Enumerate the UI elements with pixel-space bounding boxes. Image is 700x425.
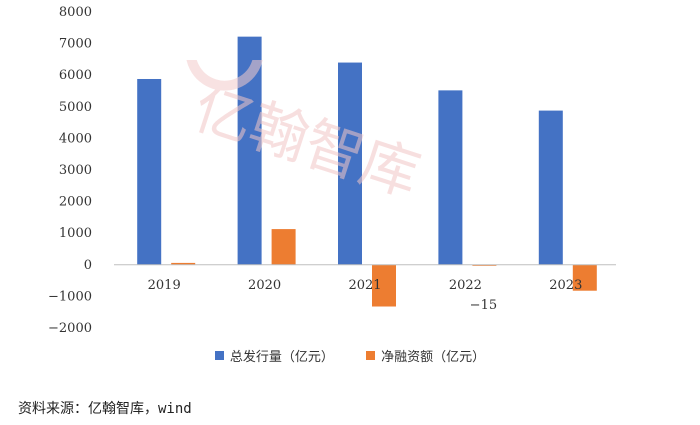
bar-total-issuance [338,62,362,265]
annotations: −15 [470,298,497,313]
legend-item-net-financing: 净融资额（亿元） [366,346,485,365]
x-axis: 2019 2020 2021 2022 2023 [114,264,616,293]
x-tick-label: 2021 [348,278,381,293]
bar-net-financing [271,229,296,265]
bars [137,36,597,307]
data-label: −15 [470,298,497,313]
y-tick-label: 8000 [59,5,92,20]
legend-item-total-issuance: 总发行量（亿元） [214,346,334,365]
legend-label: 总发行量（亿元） [229,350,334,365]
y-tick-label: 5000 [59,100,92,115]
y-tick-label: 6000 [59,68,92,83]
y-tick-label: 1000 [59,226,92,241]
chart: −2000 −1000 0 1000 2000 3000 4000 5000 6000 7000 8… [48,5,616,336]
legend: 总发行量（亿元） 净融资额（亿元） [0,346,700,365]
bar-total-issuance [137,78,162,265]
y-tick-label: 7000 [59,37,92,52]
source-note: 资料来源：亿翰智库，wind [18,401,192,417]
bar-total-issuance [237,36,262,265]
bar-net-financing [171,262,196,265]
y-tick-label: −2000 [48,321,92,336]
x-tick-label: 2022 [449,278,482,293]
y-axis: −2000 −1000 0 1000 2000 3000 4000 5000 6000 7000 8… [48,5,92,336]
x-tick-label: 2023 [549,278,582,293]
y-tick-label: 4000 [59,131,92,146]
y-tick-label: 0 [84,258,92,273]
bar-total-issuance [438,90,463,265]
y-tick-label: 3000 [59,163,92,178]
legend-swatch-blue [214,351,224,360]
x-tick-label: 2020 [248,278,281,293]
x-tick-label: 2019 [148,278,181,293]
y-tick-label: 2000 [59,195,92,210]
legend-swatch-orange [366,351,376,360]
y-tick-label: −1000 [48,289,92,304]
bar-net-financing [372,264,396,307]
bar-net-financing [572,264,597,291]
legend-label: 净融资额（亿元） [381,350,486,365]
bar-total-issuance [538,110,563,265]
